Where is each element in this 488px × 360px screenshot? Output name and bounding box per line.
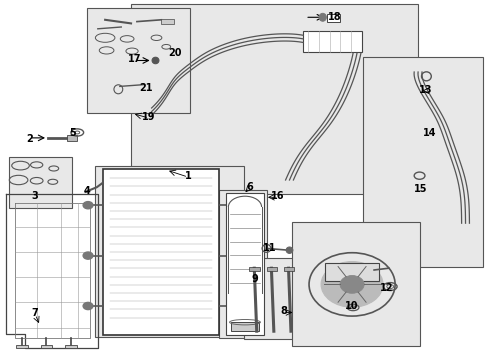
Text: 1: 1	[184, 171, 191, 181]
Bar	[67, 135, 77, 141]
Text: 19: 19	[142, 112, 156, 122]
Bar	[266, 267, 277, 271]
Bar	[41, 345, 52, 348]
Bar	[230, 322, 259, 331]
Text: 3: 3	[32, 191, 39, 201]
Text: 12: 12	[379, 283, 392, 293]
Circle shape	[83, 302, 93, 310]
Text: 21: 21	[139, 83, 152, 93]
Text: 7: 7	[32, 308, 39, 318]
Circle shape	[228, 302, 238, 310]
Text: 4: 4	[83, 186, 90, 196]
Text: 10: 10	[345, 301, 358, 311]
Bar	[95, 166, 244, 337]
Bar	[362, 57, 482, 267]
Bar	[249, 267, 260, 271]
Text: 17: 17	[127, 54, 141, 64]
Text: 8: 8	[280, 306, 286, 316]
Ellipse shape	[318, 13, 326, 21]
Text: 9: 9	[251, 274, 258, 284]
Text: 15: 15	[413, 184, 427, 194]
Text: 6: 6	[245, 182, 252, 192]
Bar	[325, 263, 378, 281]
Bar	[225, 193, 264, 335]
Circle shape	[321, 262, 382, 307]
Text: 2: 2	[26, 134, 33, 144]
Ellipse shape	[152, 57, 159, 64]
Bar	[243, 258, 316, 339]
Bar	[102, 169, 219, 335]
Text: 16: 16	[270, 191, 284, 201]
Bar	[161, 19, 173, 24]
Text: 18: 18	[327, 12, 341, 22]
Bar	[219, 190, 266, 338]
Bar	[16, 345, 28, 348]
Bar	[292, 222, 419, 346]
Bar	[9, 157, 72, 208]
Bar	[131, 4, 417, 194]
Circle shape	[83, 202, 93, 209]
Circle shape	[228, 202, 238, 209]
Bar	[65, 345, 77, 348]
Ellipse shape	[285, 247, 292, 253]
Bar	[283, 267, 294, 271]
Text: 14: 14	[422, 128, 435, 138]
Text: 13: 13	[418, 85, 431, 95]
Bar	[87, 8, 189, 113]
Bar	[303, 31, 361, 52]
Bar	[326, 14, 340, 22]
Text: 20: 20	[168, 48, 182, 58]
Circle shape	[83, 252, 93, 259]
Text: 5: 5	[69, 128, 76, 138]
Text: 11: 11	[263, 243, 276, 253]
Circle shape	[339, 275, 364, 293]
Circle shape	[228, 252, 238, 259]
